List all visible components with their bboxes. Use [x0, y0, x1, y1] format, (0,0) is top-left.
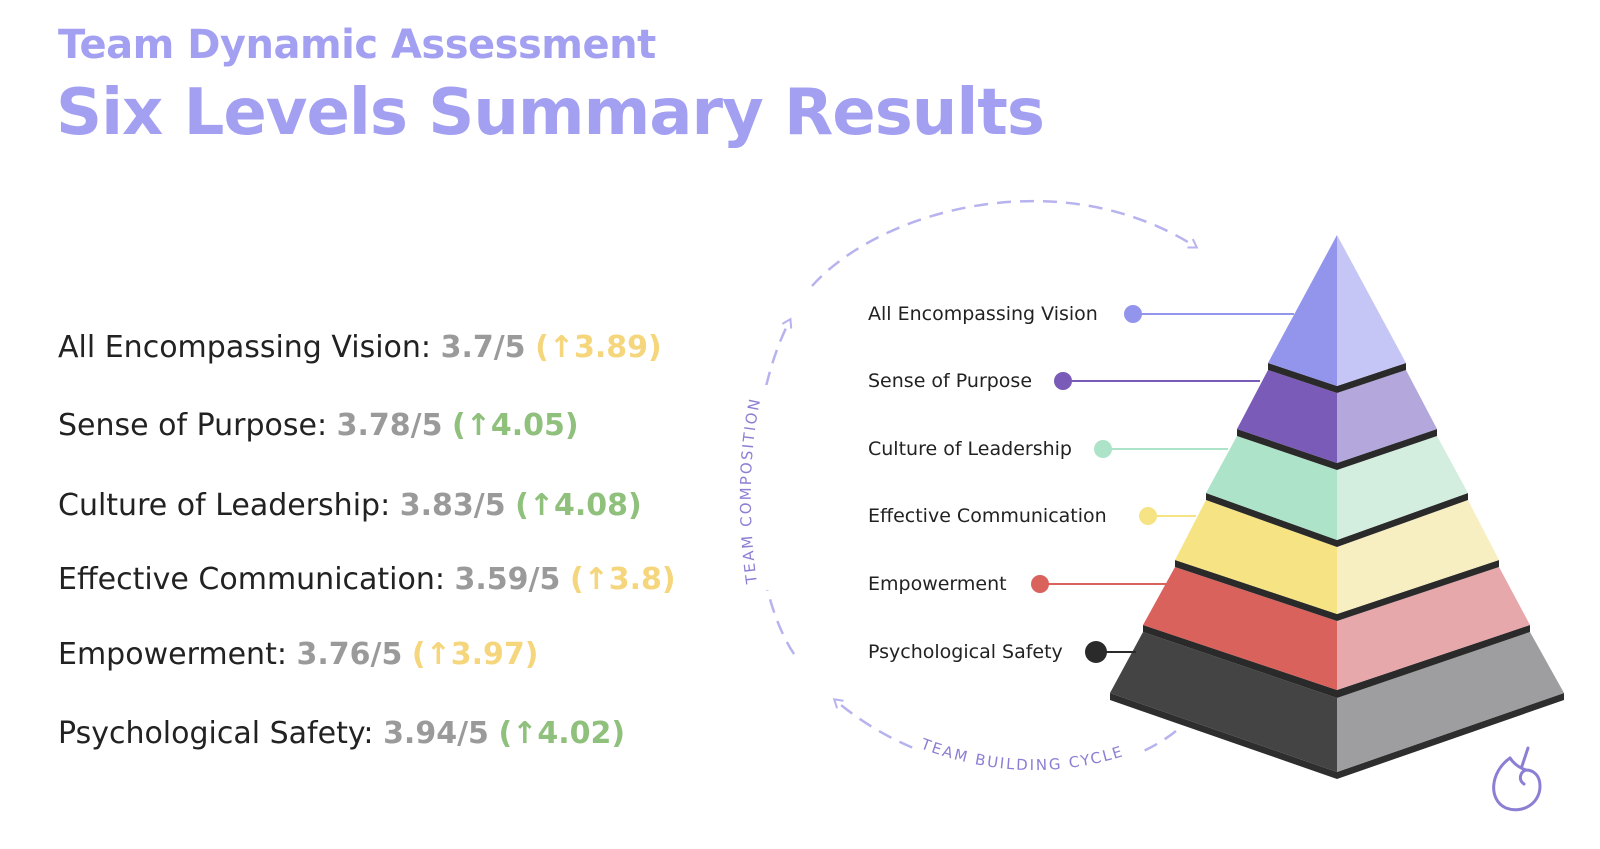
score-name: Psychological Safety: [58, 716, 374, 751]
dot-leadership [1094, 440, 1112, 458]
score-name: All Encompassing Vision: [58, 330, 432, 365]
pyramid-level-vision-left [1268, 235, 1337, 386]
score-row-vision: All Encompassing Vision: 3.7/5 (↑3.89) [58, 330, 662, 365]
cycle-label-gap [733, 385, 773, 590]
dot-safety [1085, 641, 1107, 663]
score-benchmark: (↑3.8) [569, 562, 676, 597]
score-row-purpose: Sense of Purpose: 3.78/5 (↑4.05) [58, 408, 579, 443]
pyramid-level-purpose-right [1337, 370, 1437, 463]
score-value: 3.7/5 [440, 330, 526, 365]
score-value: 3.59/5 [454, 562, 561, 597]
score-row-safety: Psychological Safety: 3.94/5 (↑4.02) [58, 716, 625, 751]
pyramid-level-communication-left [1175, 500, 1337, 614]
unicorn-logo-icon [1492, 746, 1542, 812]
pyramid-level-vision-right [1337, 235, 1406, 386]
score-benchmark: (↑3.97) [411, 637, 539, 672]
pyramid [1110, 235, 1564, 779]
score-name: Sense of Purpose: [58, 408, 328, 443]
pyramid-label-empowerment: Empowerment [868, 573, 1007, 595]
dot-communication [1139, 507, 1157, 525]
score-benchmark: (↑4.08) [515, 488, 642, 523]
pyramid-level-empowerment-right [1337, 567, 1530, 690]
score-row-communication: Effective Communication: 3.59/5 (↑3.8) [58, 562, 676, 597]
score-name: Effective Communication: [58, 562, 445, 597]
score-benchmark: (↑3.89) [535, 330, 662, 365]
dot-vision [1124, 305, 1142, 323]
pyramid-level-safety-right [1337, 632, 1564, 772]
score-name: Empowerment: [58, 637, 287, 672]
pyramid-label-purpose: Sense of Purpose [868, 370, 1032, 392]
pyramid-label-vision: All Encompassing Vision [868, 303, 1098, 325]
pyramid-level-leadership-right [1337, 436, 1468, 540]
dot-empowerment [1031, 575, 1049, 593]
cycle-arc-top [811, 199, 1199, 287]
pyramid-level-leadership-left [1206, 436, 1337, 540]
pyramid-sep [1237, 429, 1437, 470]
cycle-label-gap [915, 738, 1140, 783]
pyramid-level-empowerment-left [1143, 567, 1337, 690]
score-value: 3.83/5 [399, 488, 506, 523]
pyramid-level-purpose-left [1237, 370, 1337, 463]
pyramid-level-safety-left [1110, 632, 1337, 772]
score-row-empowerment: Empowerment: 3.76/5 (↑3.97) [58, 637, 538, 672]
score-name: Culture of Leadership: [58, 488, 391, 523]
pyramid-label-leadership: Culture of Leadership [868, 438, 1072, 460]
pyramid-label-communication: Effective Communication [868, 505, 1107, 527]
subtitle: Team Dynamic Assessment [58, 22, 656, 68]
page-title: Six Levels Summary Results [56, 76, 1045, 150]
score-value: 3.78/5 [336, 408, 443, 443]
pyramid-level-communication-right [1337, 500, 1499, 614]
score-benchmark: (↑4.05) [452, 408, 579, 443]
score-value: 3.94/5 [383, 716, 489, 751]
dot-purpose [1054, 372, 1072, 390]
score-value: 3.76/5 [296, 637, 403, 672]
score-row-leadership: Culture of Leadership: 3.83/5 (↑4.08) [58, 488, 642, 523]
pyramid-label-safety: Psychological Safety [868, 641, 1063, 663]
pyramid-sep [1268, 363, 1406, 393]
score-benchmark: (↑4.02) [498, 716, 626, 751]
